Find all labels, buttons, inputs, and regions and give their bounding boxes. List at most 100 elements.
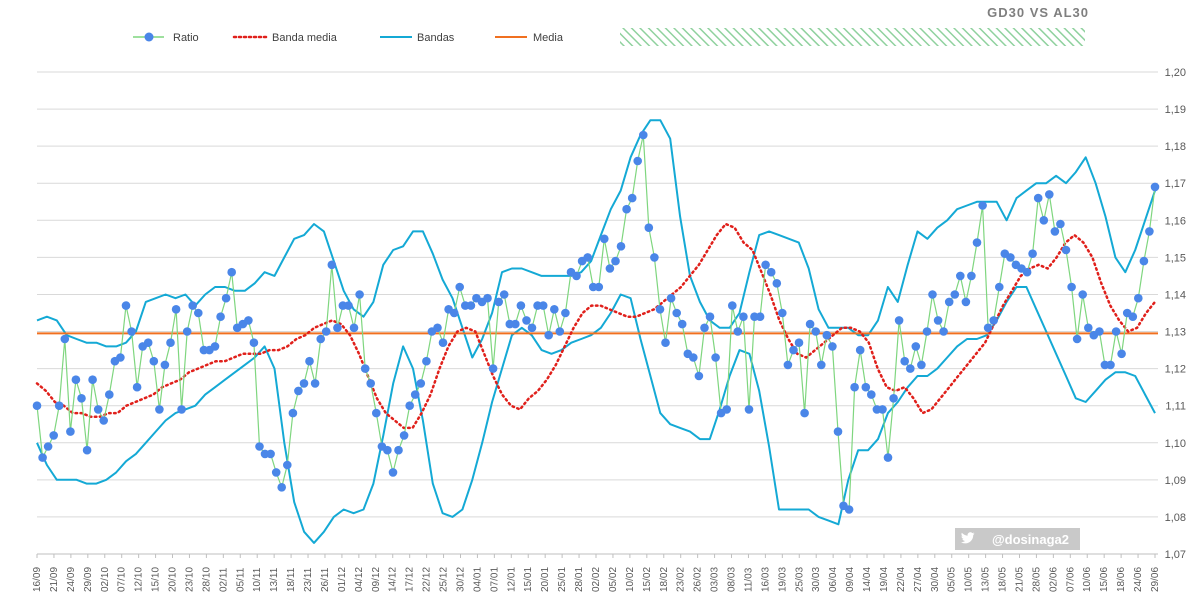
ratio-point — [761, 260, 770, 270]
ratio-point — [216, 312, 225, 322]
ratio-point — [1056, 219, 1065, 229]
ratio-point — [188, 301, 197, 310]
ratio-point — [32, 401, 42, 411]
x-tick-label: 05/05 — [947, 567, 958, 592]
ratio-point — [1072, 334, 1082, 344]
y-tick-label: 1,13 — [1165, 327, 1186, 339]
ratio-point — [305, 356, 314, 366]
y-tick-label: 1,11 — [1165, 401, 1186, 413]
ratio-point — [833, 427, 843, 436]
x-tick-label: 30/04 — [930, 567, 941, 592]
x-tick-label: 18/11 — [286, 567, 297, 592]
ratio-point — [60, 334, 70, 344]
watermark: @dosinaga2 — [955, 528, 1080, 550]
chart-title: GD30 VS AL30 — [987, 5, 1089, 20]
ratio-point — [422, 356, 431, 366]
ratio-point — [82, 445, 92, 455]
ratio-point — [817, 360, 826, 370]
ratio-point — [622, 204, 631, 214]
x-tick-label: 10/02 — [625, 567, 636, 592]
ratio-point — [1128, 312, 1138, 322]
x-tick-label: 07/01 — [489, 567, 500, 592]
ratio-point — [1106, 360, 1115, 370]
x-tick-label: 15/10 — [151, 567, 162, 592]
ratio-point — [522, 316, 531, 325]
ratio-point — [694, 371, 704, 381]
x-tick-label: 11/03 — [743, 567, 754, 592]
x-tick-label: 22/12 — [422, 567, 433, 592]
x-tick-label: 18/05 — [998, 567, 1009, 592]
ratio-point — [722, 405, 731, 414]
ratio-point — [455, 282, 465, 292]
x-tick-label: 04/01 — [472, 567, 483, 592]
ratio-point — [210, 342, 220, 351]
ratio-point — [644, 223, 654, 232]
ratio-point — [227, 267, 236, 277]
ratio-point — [855, 345, 865, 355]
ratio-point — [249, 338, 259, 348]
ratio-point — [1095, 327, 1104, 336]
ratio-point — [1145, 227, 1154, 236]
ratio-point — [766, 267, 776, 277]
x-tick-label: 25/03 — [794, 567, 805, 592]
ratio-point — [594, 282, 604, 292]
ratio-point — [1022, 267, 1032, 277]
ratio-point — [939, 327, 948, 336]
x-tick-label: 30/03 — [811, 567, 822, 592]
ratio-point — [844, 505, 854, 514]
ratio-point — [171, 305, 181, 314]
ratio-point — [967, 271, 976, 281]
ratio-point — [54, 401, 64, 411]
ratio-point — [488, 364, 498, 373]
x-tick-label: 12/01 — [506, 567, 517, 592]
ratio-point — [778, 308, 787, 318]
ratio-line — [36, 134, 1156, 511]
x-tick-label: 28/10 — [201, 567, 212, 592]
ratio-point — [127, 327, 136, 336]
ratio-point — [88, 375, 97, 385]
x-tick-label: 05/02 — [608, 567, 619, 592]
ratio-point — [989, 316, 998, 325]
x-tick-label: 15/06 — [1099, 567, 1110, 592]
legend: Ratio Banda media Bandas Media — [133, 32, 564, 44]
x-tick-label: 27/04 — [913, 567, 924, 592]
x-axis-tick-labels: 16/09 21/09 24/09 29/09 02/10 07/10 12/10 15/10… — [32, 554, 1161, 592]
ratio-point — [828, 342, 837, 351]
ratio-point — [143, 338, 153, 348]
x-tick-label: 06/04 — [828, 567, 839, 592]
ratio-point — [600, 234, 609, 244]
ratio-point — [221, 293, 231, 303]
x-tick-label: 16/09 — [32, 567, 43, 592]
x-tick-label: 02/06 — [1048, 567, 1059, 592]
x-tick-label: 12/10 — [134, 567, 145, 592]
ratio-point — [1084, 323, 1093, 333]
ratio-point — [861, 382, 871, 392]
ratio-point — [655, 305, 665, 314]
twitter-bird-icon — [960, 532, 975, 544]
x-tick-label: 25/01 — [557, 567, 568, 592]
ratio-point — [271, 468, 281, 477]
x-tick-label: 05/11 — [235, 567, 246, 592]
ratio-point — [822, 330, 832, 340]
ratio-point — [572, 271, 581, 281]
ratio-point — [333, 323, 342, 333]
ratio-point — [310, 379, 320, 388]
ratio-point — [516, 301, 526, 310]
ratio-point — [1039, 216, 1049, 225]
y-tick-label: 1,10 — [1165, 438, 1186, 450]
ratio-point — [410, 390, 420, 399]
ratio-point — [1150, 182, 1160, 192]
x-tick-label: 23/11 — [303, 567, 314, 592]
bandas-upper-line — [36, 119, 1156, 359]
ratio-point — [1111, 327, 1121, 336]
ratio-point — [499, 290, 509, 299]
x-tick-label: 17/12 — [405, 567, 416, 592]
ratio-point — [633, 156, 642, 166]
ratio-point — [867, 390, 876, 399]
x-tick-label: 10/05 — [964, 567, 975, 592]
x-tick-label: 13/11 — [269, 567, 280, 592]
ratio-point — [811, 327, 820, 336]
ratio-point — [166, 338, 175, 348]
ratio-point — [550, 305, 559, 314]
ratio-point — [783, 360, 793, 370]
